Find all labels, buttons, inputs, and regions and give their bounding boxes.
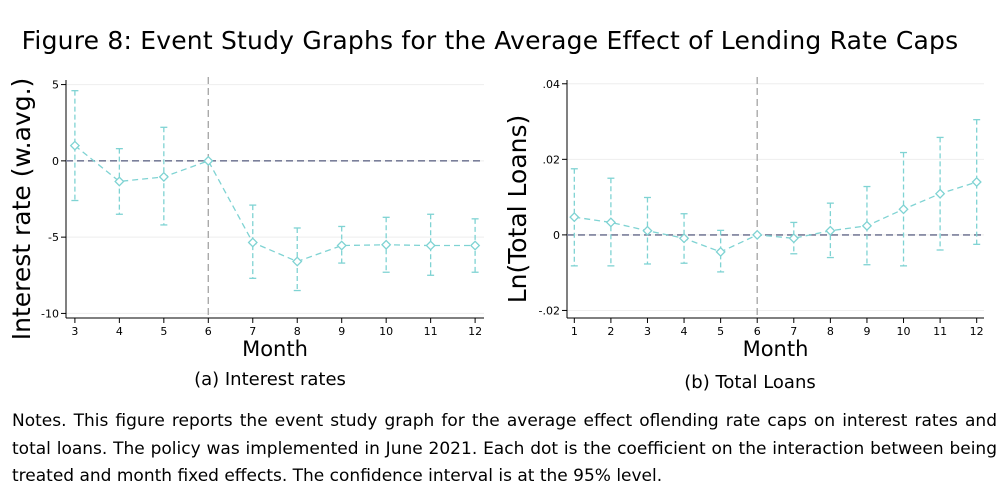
y-axis-title: Interest rate (w.avg.) (7, 78, 36, 341)
chart-panel-interest-rates: 5 0 -5 -10 3 4 5 6 7 8 9 10 11 12 Interest rate (w.avg… (7, 77, 484, 361)
y-tick-label: 5 (52, 79, 59, 92)
y-tick-label: -.02 (539, 304, 560, 317)
figure-notes: Notes. This figure reports the event stu… (12, 411, 997, 486)
x-tick-label: 2 (607, 325, 614, 338)
x-tick-label: 11 (933, 325, 947, 338)
coefficient-point (336, 240, 347, 251)
coefficient-line (574, 181, 977, 253)
x-tick-label: 5 (160, 325, 167, 338)
coefficient-point (898, 204, 909, 215)
coefficient-point (247, 237, 258, 248)
x-tick-label: 12 (468, 325, 482, 338)
coefficient-point (678, 233, 690, 244)
coefficient-point (158, 171, 169, 182)
y-tick-label: 0 (553, 229, 560, 242)
coefficient-point (605, 217, 617, 228)
coefficient-point (203, 155, 214, 166)
y-tick-label: .04 (543, 78, 561, 91)
coefficient-point (69, 140, 81, 151)
coefficient-point (715, 246, 726, 258)
y-tick-label: -5 (48, 231, 59, 244)
coefficient-line (74, 145, 476, 263)
x-tick-label: 6 (205, 325, 212, 338)
x-tick-label: 8 (294, 325, 301, 338)
caption-total-loans: (b) Total Loans (684, 372, 816, 393)
x-tick-label: 4 (116, 325, 123, 338)
x-tick-label: 7 (790, 325, 797, 338)
coefficient-point (825, 225, 836, 236)
x-tick-label: 9 (338, 325, 345, 338)
figure-title: Figure 8: Event Study Graphs for the Ave… (21, 26, 959, 55)
coefficient-point (114, 176, 125, 187)
coefficient-point (934, 188, 946, 199)
x-tick-label: 10 (379, 325, 393, 338)
coefficient-point (788, 233, 799, 244)
x-tick-label: 3 (644, 325, 651, 338)
coefficient-point (861, 220, 873, 231)
x-tick-label: 4 (681, 325, 688, 338)
x-tick-label: 3 (71, 325, 78, 338)
coefficient-point (752, 229, 763, 241)
caption-interest-rates: (a) Interest rates (194, 369, 346, 390)
x-tick-label: 6 (754, 325, 761, 338)
x-tick-label: 7 (249, 325, 256, 338)
x-tick-label: 12 (970, 325, 984, 338)
coefficient-point (381, 239, 392, 250)
coefficient-point (292, 256, 303, 267)
y-tick-label: .02 (543, 153, 561, 166)
x-tick-label: 5 (717, 325, 724, 338)
coefficient-point (971, 176, 982, 188)
coefficient-point (642, 225, 653, 236)
coefficient-point (469, 240, 481, 251)
x-tick-label: 10 (897, 325, 911, 338)
x-axis-title: Month (743, 337, 809, 361)
y-tick-label: 0 (52, 155, 59, 168)
y-tick-label: -10 (41, 307, 59, 320)
x-tick-label: 11 (424, 325, 438, 338)
y-axis-title: Ln(Total Loans) (503, 115, 532, 304)
x-tick-label: 9 (863, 325, 870, 338)
x-tick-label: 1 (571, 325, 578, 338)
coefficient-point (425, 240, 436, 251)
x-tick-label: 8 (827, 325, 834, 338)
x-axis-title: Month (242, 337, 308, 361)
coefficient-point (569, 212, 580, 223)
